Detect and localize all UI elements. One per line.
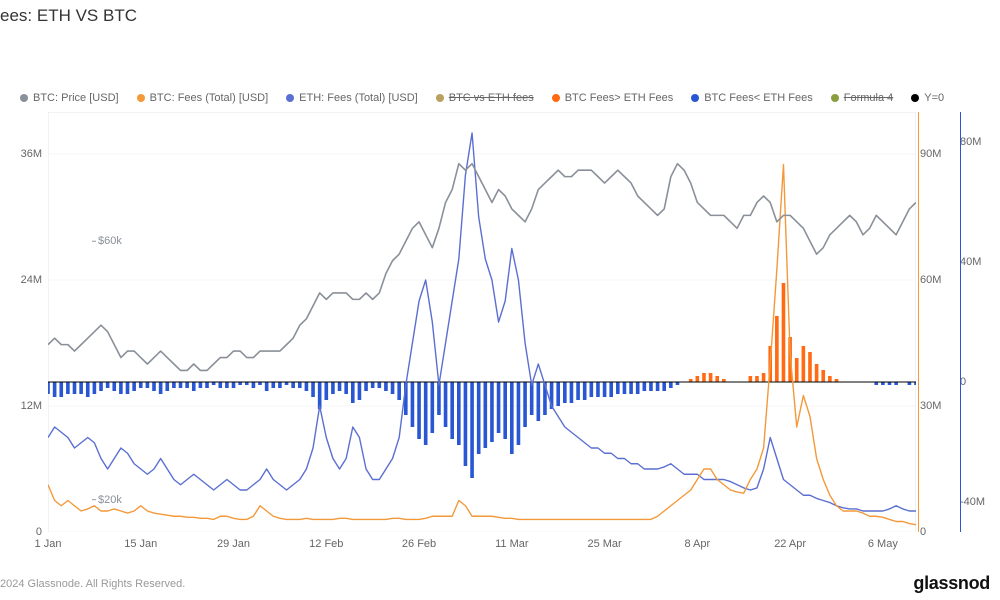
right-axis-line-1 (918, 112, 919, 532)
y-right2-tick: 80M (960, 136, 981, 148)
legend-item: BTC: Fees (Total) [USD] (137, 92, 269, 104)
legend-item: ETH: Fees (Total) [USD] (286, 92, 418, 104)
copyright-text: 2024 Glassnode. All Rights Reserved. (0, 578, 185, 590)
legend-item: BTC Fees< ETH Fees (691, 92, 813, 104)
y-right1-tick: 0 (920, 526, 926, 538)
legend-dot (691, 94, 699, 102)
y-left-tick: 24M (0, 274, 42, 286)
chart-svg (48, 112, 916, 532)
legend-dot (137, 94, 145, 102)
y-left-tick: 0 (0, 526, 42, 538)
chart-title: ees: ETH VS BTC (0, 6, 137, 26)
x-tick: 11 Mar (495, 538, 528, 550)
y-right1-tick: 90M (920, 148, 941, 160)
legend-dot (20, 94, 28, 102)
y-right1-tick: 30M (920, 400, 941, 412)
legend-dot (436, 94, 444, 102)
x-tick: 25 Mar (587, 538, 621, 550)
x-tick: 1 Jan (35, 538, 62, 550)
legend-label: BTC Fees< ETH Fees (704, 92, 813, 104)
price-axis-label: $20k (98, 494, 122, 506)
legend-label: BTC Fees> ETH Fees (565, 92, 674, 104)
x-tick: 15 Jan (124, 538, 157, 550)
y-left-tick: 36M (0, 148, 42, 160)
brand-logo-text: glassnod (913, 573, 990, 594)
legend: BTC: Price [USD] BTC: Fees (Total) [USD] E… (20, 92, 980, 104)
right-axis-line-2 (960, 112, 961, 532)
legend-label: BTC vs ETH fees (449, 92, 534, 104)
y-right2-tick: -40M (960, 496, 985, 508)
legend-label: Y=0 (924, 92, 944, 104)
x-tick: 26 Feb (402, 538, 436, 550)
legend-item: Y=0 (911, 92, 944, 104)
legend-item: BTC vs ETH fees (436, 92, 534, 104)
y-right2-tick: 40M (960, 256, 981, 268)
x-tick: 12 Feb (309, 538, 343, 550)
legend-item: Formula 4 (831, 92, 894, 104)
legend-item: BTC Fees> ETH Fees (552, 92, 674, 104)
legend-label: BTC: Fees (Total) [USD] (150, 92, 269, 104)
y-axis-right-2: -40M040M80M (958, 112, 998, 532)
price-axis-label: $60k (98, 235, 122, 247)
legend-dot (911, 94, 919, 102)
x-tick: 22 Apr (774, 538, 806, 550)
x-axis: 1 Jan15 Jan29 Jan12 Feb26 Feb11 Mar25 Ma… (48, 534, 916, 554)
x-tick: 6 May (868, 538, 898, 550)
x-tick: 8 Apr (684, 538, 710, 550)
x-tick: 29 Jan (217, 538, 250, 550)
legend-dot (286, 94, 294, 102)
y-left-tick: 12M (0, 400, 42, 412)
legend-dot (552, 94, 560, 102)
legend-label: BTC: Price [USD] (33, 92, 119, 104)
legend-label: ETH: Fees (Total) [USD] (299, 92, 418, 104)
legend-item: BTC: Price [USD] (20, 92, 119, 104)
legend-label: Formula 4 (844, 92, 894, 104)
y-right1-tick: 60M (920, 274, 941, 286)
y-axis-right-1: 030M60M90M (918, 112, 954, 532)
y-axis-left: 012M24M36M (0, 112, 46, 532)
legend-dot (831, 94, 839, 102)
chart-plot-area: $20k $60k (48, 112, 916, 532)
